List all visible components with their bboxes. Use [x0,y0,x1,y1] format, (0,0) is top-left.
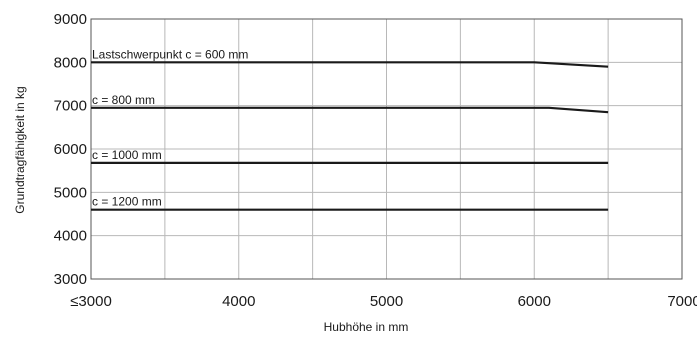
series-label-4: c = 1200 mm [92,195,162,209]
y-tick-label: 9000 [54,11,87,28]
series-label-3: c = 1000 mm [92,148,162,162]
y-tick-label: 3000 [54,271,87,288]
y-tick-label: 6000 [54,141,87,158]
series-label-2: c = 800 mm [92,93,155,107]
series-label-1: Lastschwerpunkt c = 600 mm [92,47,248,61]
x-tick-label: 6000 [518,293,551,310]
series-line-2 [91,106,609,114]
y-tick-label: 7000 [54,98,87,115]
series-labels: Lastschwerpunkt c = 600 mm c = 800 mm c = … [92,47,248,208]
y-tick-label: 8000 [54,54,87,71]
plot-frame [90,18,683,280]
x-tick-label: 5000 [370,293,403,310]
x-tick-label: 4000 [222,293,255,310]
y-tick-label: 4000 [54,228,87,245]
x-tick-label: ≤3000 [70,293,112,310]
series-line-1 [91,61,609,68]
x-axis-ticks: ≤3000 4000 5000 6000 7000 [70,293,697,310]
x-tick-label: 7000 [667,293,697,310]
plot-border [90,18,683,280]
x-axis-title: Hubhöhe in mm [324,320,409,334]
series-group [91,61,609,211]
y-axis-title: Grundtragfähigkeit in kg [13,86,27,213]
y-tick-label: 5000 [54,184,87,201]
y-axis-ticks: 3000 4000 5000 6000 7000 8000 9000 [54,11,87,288]
